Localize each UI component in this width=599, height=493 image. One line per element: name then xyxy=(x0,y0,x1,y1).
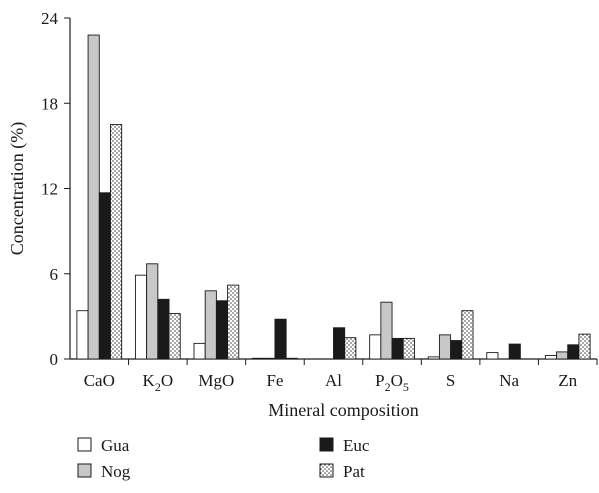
x-axis-label: Mineral composition xyxy=(268,400,418,420)
x-tick-label: Na xyxy=(499,371,519,390)
bar-gua-6 xyxy=(427,356,440,360)
bar-nog-1 xyxy=(146,263,159,360)
bar-nog-0 xyxy=(87,34,100,360)
legend-label-pat: Pat xyxy=(343,462,365,481)
bar-pat-5 xyxy=(402,337,415,360)
bar-euc-2 xyxy=(215,300,229,360)
bar-euc-0 xyxy=(98,192,111,360)
bar-gua-0 xyxy=(76,310,89,360)
y-tick-label: 12 xyxy=(41,180,58,199)
legend-swatch-gua xyxy=(77,437,92,452)
bar-pat-0 xyxy=(110,124,123,360)
bar-gua-1 xyxy=(134,274,148,360)
bar-euc-8 xyxy=(567,344,580,360)
y-axis-label: Concentration (%) xyxy=(7,122,28,255)
x-tick-label-part: S xyxy=(446,371,455,390)
bar-gua-8 xyxy=(544,354,557,360)
x-tick-label-part: CaO xyxy=(84,371,115,390)
x-tick-label: K2O xyxy=(143,371,174,394)
bar-gua-7 xyxy=(486,352,499,360)
bar-euc-1 xyxy=(157,298,170,360)
bar-gua-2 xyxy=(193,342,206,360)
x-tick-label-part: Fe xyxy=(266,371,283,390)
x-tick-label-part: O xyxy=(161,371,173,390)
bar-euc-7 xyxy=(508,343,521,360)
bar-euc-6 xyxy=(450,340,463,360)
legend-label-nog: Nog xyxy=(101,462,131,481)
legend-swatch-euc xyxy=(319,437,334,452)
bar-nog-8 xyxy=(556,351,569,360)
bar-pat-1 xyxy=(168,313,181,360)
bar-gua-3 xyxy=(252,357,265,360)
bar-euc-4 xyxy=(333,327,346,360)
bar-pat-6 xyxy=(461,310,474,360)
bar-pat-2 xyxy=(227,284,240,360)
x-tick-label: MgO xyxy=(198,371,234,390)
x-tick-label-part: 5 xyxy=(403,380,409,394)
legend-swatch-nog xyxy=(77,463,92,478)
bar-nog-6 xyxy=(438,334,452,360)
legend-label-gua: Gua xyxy=(101,436,130,455)
x-tick-label-part: P xyxy=(375,371,384,390)
x-tick-label-part: O xyxy=(391,371,403,390)
legend-label-euc: Euc xyxy=(343,436,370,455)
y-tick-label: 6 xyxy=(50,265,59,284)
x-tick-label-part: 2 xyxy=(385,380,391,394)
x-tick-label-part: K xyxy=(143,371,156,390)
x-tick-label: S xyxy=(446,371,455,390)
x-tick-label: CaO xyxy=(84,371,115,390)
x-tick-label: Al xyxy=(325,371,342,390)
y-tick-label: 0 xyxy=(50,350,59,369)
y-tick-label: 18 xyxy=(41,94,58,113)
x-tick-label-part: Na xyxy=(499,371,519,390)
x-tick-label: P2O5 xyxy=(375,371,409,394)
bar-nog-5 xyxy=(380,301,393,360)
bar-pat-8 xyxy=(578,333,591,360)
bar-euc-5 xyxy=(391,337,404,360)
bars xyxy=(76,34,591,360)
x-tick-label-part: MgO xyxy=(198,371,234,390)
bar-gua-5 xyxy=(369,334,382,360)
x-tick-label-part: Zn xyxy=(558,371,577,390)
bar-nog-3 xyxy=(263,357,276,360)
legend-swatch-pat xyxy=(319,463,334,478)
x-tick-label-part: Al xyxy=(325,371,342,390)
legend: Gua Nog Euc Pat xyxy=(77,436,370,481)
x-tick-label: Fe xyxy=(266,371,283,390)
y-tick-label: 24 xyxy=(41,9,59,28)
bar-nog-2 xyxy=(204,290,217,360)
bar-pat-4 xyxy=(344,337,357,360)
bar-euc-3 xyxy=(274,318,287,360)
x-tick-label-part: 2 xyxy=(155,380,161,394)
x-tick-label: Zn xyxy=(558,371,577,390)
bar-pat-3 xyxy=(285,357,298,360)
